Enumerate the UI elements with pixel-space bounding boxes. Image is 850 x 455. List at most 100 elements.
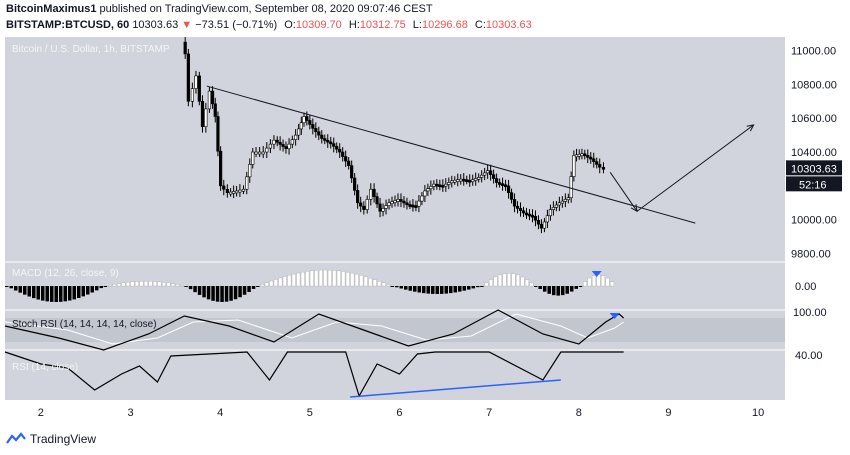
macd-bar	[193, 286, 197, 293]
candle-down	[281, 144, 285, 147]
candle-down	[506, 185, 511, 193]
y-tick-label: 10000.00	[791, 215, 837, 227]
candle-down	[284, 146, 288, 149]
candle-down	[314, 128, 318, 133]
candle-up	[268, 143, 272, 149]
last-price-label: 10303.63	[791, 163, 837, 175]
macd-bar	[587, 277, 592, 287]
candle-down	[524, 212, 529, 216]
candle-up	[272, 139, 276, 145]
macd-bar	[484, 282, 489, 287]
candle-up	[290, 139, 294, 145]
last-price: 10303.63	[132, 19, 179, 31]
macd-bar	[50, 286, 54, 302]
candle-up	[365, 199, 369, 210]
macd-bar	[9, 286, 13, 289]
stoch-k-line	[4, 309, 625, 351]
candle-up	[560, 200, 564, 204]
macd-bar	[63, 286, 67, 302]
macd-bar	[511, 273, 516, 287]
macd-bar	[238, 286, 242, 298]
rsi-divergence-line	[350, 379, 561, 398]
low-label: L:	[412, 19, 422, 31]
candle-down	[405, 202, 409, 206]
macd-bar	[59, 286, 63, 302]
candle-down	[583, 153, 587, 157]
macd-bar	[556, 286, 560, 296]
macd-bar	[471, 286, 476, 289]
macd-bar	[256, 286, 260, 287]
x-tick-label: 6	[396, 407, 402, 419]
chart-title: Bitcoin / U.S. Dollar, 1h, BITSTAMP	[12, 44, 170, 55]
macd-bar	[363, 276, 368, 287]
candle-down	[323, 138, 327, 141]
candle-up	[258, 151, 262, 155]
macd-bar	[359, 275, 364, 287]
candle-down	[521, 210, 526, 214]
macd-bar	[498, 274, 502, 287]
candle-down	[497, 182, 502, 185]
candle-up	[229, 191, 233, 195]
candle-up	[241, 188, 246, 192]
macd-bar	[45, 286, 49, 302]
macd-bar	[525, 279, 529, 287]
candle-up	[551, 207, 555, 210]
candle-down	[601, 166, 606, 170]
rsi-line	[4, 351, 624, 398]
macd-bar	[269, 280, 274, 287]
candle-up	[297, 128, 301, 136]
candle-down	[527, 213, 532, 217]
macd-bar	[547, 286, 551, 294]
macd-bar	[184, 286, 188, 287]
macd-bar	[54, 286, 58, 302]
candle-down	[216, 116, 220, 152]
rsi-y-tick: 40.00	[795, 350, 823, 362]
macd-bar	[188, 286, 193, 290]
macd-bar	[440, 286, 444, 294]
footer-brand[interactable]: TradingView	[30, 432, 97, 446]
macd-bar	[578, 286, 583, 287]
candle-up	[287, 143, 291, 149]
macd-bar	[489, 279, 493, 287]
macd-bar	[211, 286, 215, 301]
candle-down	[402, 200, 406, 204]
high-label: H:	[348, 19, 360, 31]
candle-up	[248, 164, 252, 178]
macd-bar	[449, 286, 453, 294]
candle-down	[219, 150, 223, 187]
macd-bar	[175, 284, 180, 287]
macd-bar	[23, 286, 27, 295]
close-label: C:	[474, 19, 486, 31]
candle-down	[489, 170, 493, 175]
candle-up	[381, 208, 385, 212]
candle-up	[204, 108, 208, 127]
trendline	[609, 172, 638, 212]
candle-down	[500, 183, 505, 186]
author-name[interactable]: BitcoinMaximus1	[6, 3, 97, 15]
macd-bar	[467, 286, 471, 290]
macd-bar	[404, 286, 408, 290]
candle-up	[554, 204, 558, 208]
macd-bar	[161, 282, 166, 287]
candle-down	[200, 100, 205, 127]
candle-down	[589, 156, 593, 160]
y-tick-label: 9800.00	[791, 249, 831, 261]
candle-up	[387, 202, 391, 206]
macd-bar	[229, 286, 233, 301]
macd-bar	[350, 272, 355, 287]
candle-up	[548, 209, 553, 217]
candle-down	[462, 178, 466, 182]
macd-bar	[569, 286, 574, 292]
candle-down	[225, 188, 229, 193]
stoch-d-line	[4, 313, 624, 345]
x-tick-label: 2	[38, 407, 44, 419]
candle-down	[210, 90, 215, 105]
countdown-tag	[786, 176, 842, 192]
candle-down	[347, 160, 351, 166]
candle-up	[542, 221, 547, 229]
macd-bar	[368, 277, 373, 287]
publish-text: published on TradingView.com, September …	[99, 3, 433, 15]
macd-bar	[107, 285, 112, 287]
macd-bar	[318, 269, 323, 287]
